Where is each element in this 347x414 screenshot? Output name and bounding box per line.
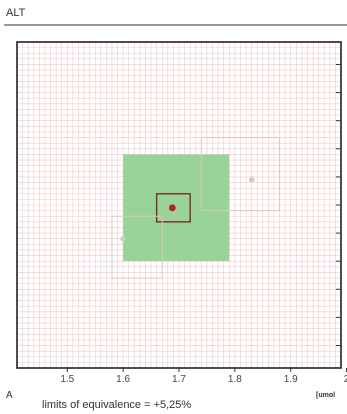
x-tick-label: 1.5	[60, 374, 74, 385]
x-tick-label: 1.7	[172, 374, 186, 385]
grey-point-lower-left	[120, 235, 126, 242]
grey-point-upper-right-box	[200, 137, 281, 212]
red-point	[168, 204, 176, 212]
grey-point-upper-right	[248, 176, 255, 183]
equivalence-caption: limits of equivalence = +5,25%	[42, 399, 192, 411]
equivalence-region-layer	[123, 154, 230, 262]
grey-point-lower-left-box	[111, 215, 163, 279]
grey-point-center	[173, 213, 180, 220]
panel-letter: A	[6, 390, 13, 401]
x-axis-ticks: 1.5 1.6 1.7 1.8 1.9 2	[60, 368, 347, 385]
error-box-layer	[111, 137, 281, 279]
x-unit-label: [umol	[316, 392, 335, 399]
x-tick-label: 1.9	[284, 374, 298, 385]
x-tick-label: 2	[344, 374, 347, 385]
x-tick-label: 1.6	[116, 374, 130, 385]
equivalence-region	[123, 154, 230, 262]
x-tick-label: 1.8	[228, 374, 242, 385]
red-point-box	[155, 193, 191, 223]
panel-title: ALT	[6, 7, 26, 19]
data-point-layer	[120, 176, 255, 242]
title-divider	[4, 24, 347, 26]
